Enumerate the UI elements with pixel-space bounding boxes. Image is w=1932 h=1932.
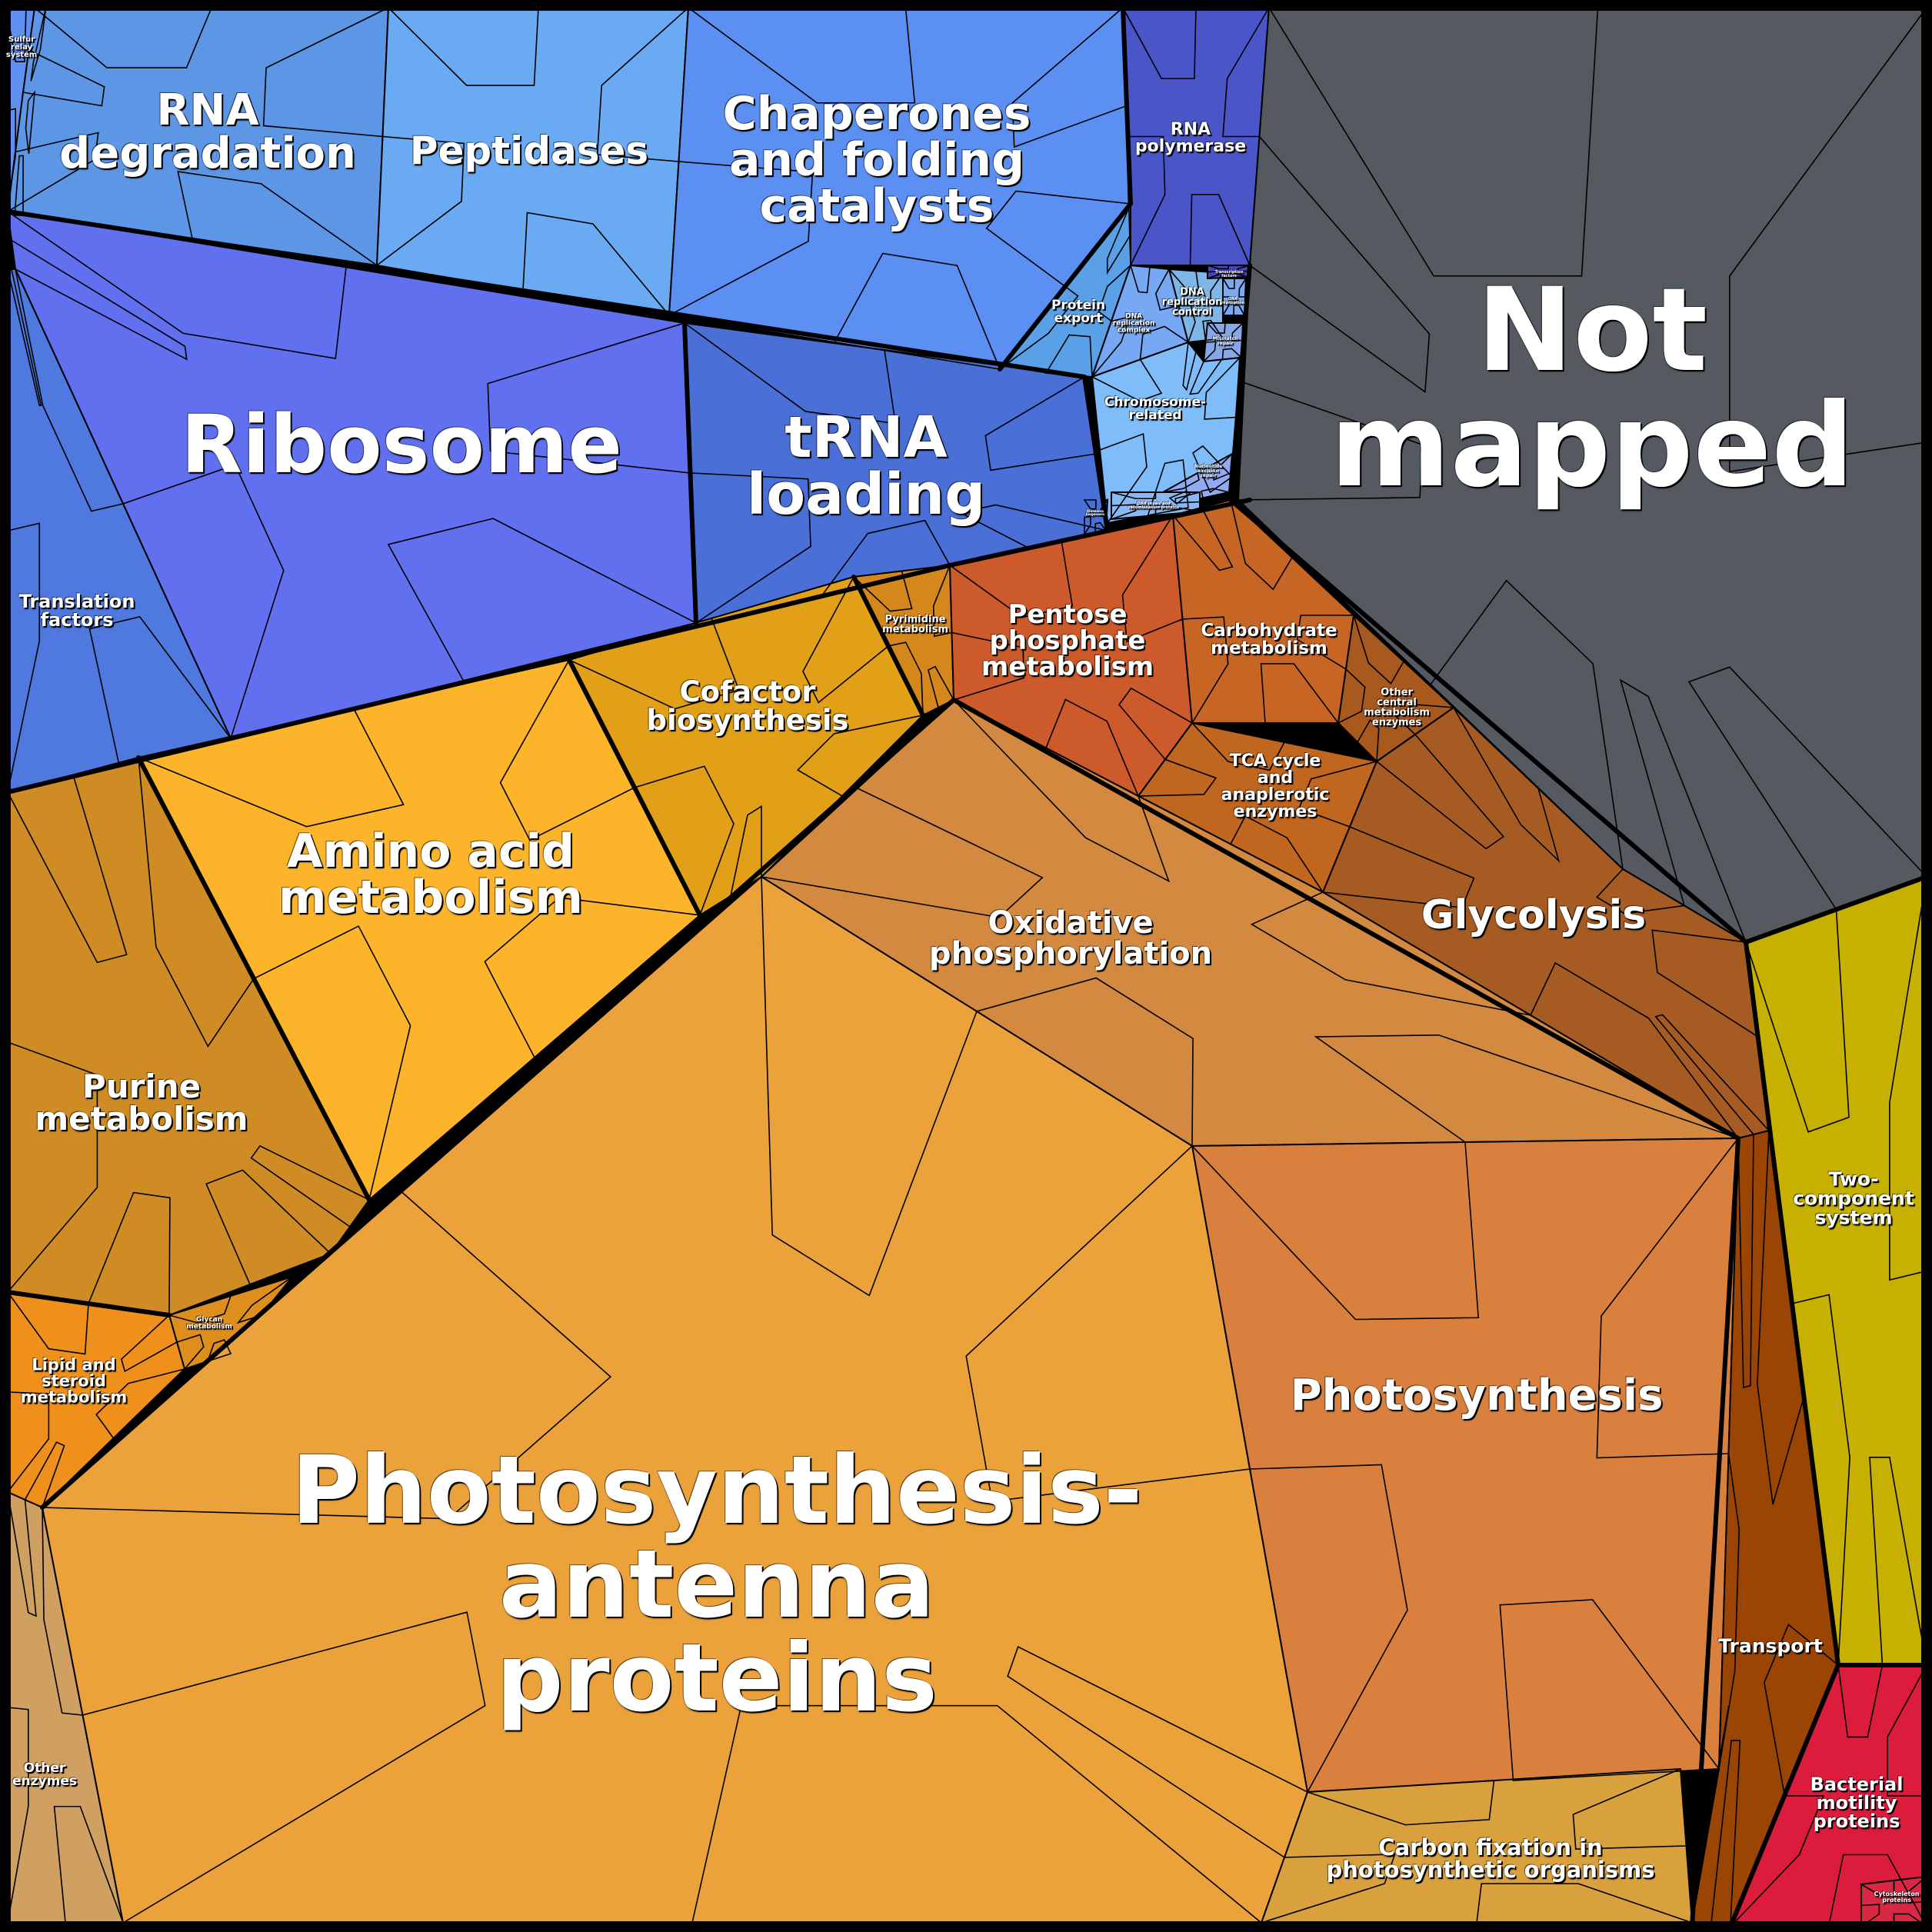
category-border (5, 563, 952, 794)
subcells-chaperones (668, 6, 1132, 371)
category-border (40, 698, 956, 1510)
subcells-chromosome-related (1090, 341, 1241, 525)
category-border (1728, 1663, 1840, 1929)
category-border (1744, 940, 1840, 1667)
subcells-other-central-metabolism (1337, 613, 1456, 763)
subcells-dna-replication-control (1168, 268, 1224, 345)
subcells-pyrimidine-metabolism (852, 565, 955, 716)
category-border (136, 755, 371, 1202)
category-border (998, 202, 1133, 371)
subcells-dna-replication (1221, 276, 1247, 318)
category-border (1082, 375, 1110, 533)
category-border (1744, 874, 1929, 944)
subcells-oxidative-phosphorylation (760, 699, 1739, 1148)
subcells-dna-replication-complex (1091, 265, 1190, 378)
category-border (682, 321, 698, 625)
category-border (5, 209, 1087, 379)
subcells-dna-repair-recombination (1111, 491, 1201, 521)
category-border (951, 698, 1740, 1141)
subcells-tca-cycle (1137, 721, 1378, 894)
category-border (1228, 263, 1252, 502)
region-peptidases[interactable] (376, 7, 689, 316)
category-border (567, 658, 702, 918)
subcells-nucleotide-excision-repair (1162, 451, 1233, 505)
category-border (851, 575, 925, 718)
subcells-transcription-factors (1207, 264, 1251, 280)
category-border (948, 498, 1252, 568)
category-border (5, 1290, 172, 1317)
subcells-photosynthesis (1191, 1136, 1739, 1794)
category-border (1690, 1136, 1740, 1929)
category-border (1121, 5, 1133, 206)
category-border (1228, 498, 1748, 944)
